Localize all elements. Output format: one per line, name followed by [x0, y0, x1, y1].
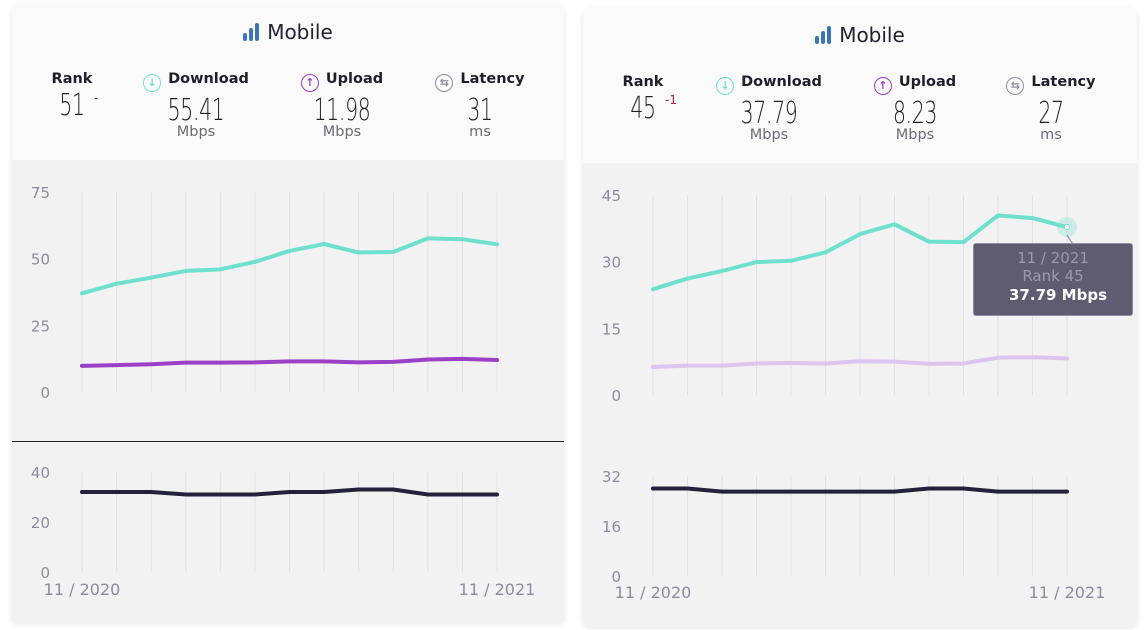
latency-arrows-icon: ⇆ — [1006, 77, 1025, 95]
panel-divider — [12, 441, 564, 442]
x-tick-label: 11 / 2020 — [44, 580, 121, 599]
upload-arrow-icon: ↑ — [873, 77, 892, 95]
card-title: Mobile — [12, 20, 564, 44]
card-title-text: Mobile — [839, 23, 905, 47]
upload-stat: ↑ Upload 11.98 Mbps — [294, 71, 390, 140]
download-label: Download — [168, 71, 249, 87]
latency-label: Latency — [460, 71, 525, 87]
signal-bars-icon — [243, 23, 261, 41]
download-stat: ↓ Download 37.79 Mbps — [713, 74, 825, 143]
x-tick-label: 11 / 2021 — [1029, 583, 1106, 602]
speed-ytick-label: 0 — [611, 387, 621, 405]
upload-label: Upload — [325, 71, 384, 87]
upload-label: Upload — [898, 74, 957, 90]
tooltip-date: 11 / 2021 — [1017, 249, 1089, 267]
download-arrow-icon: ↓ — [716, 77, 735, 95]
rank-stat: Rank 51 — [42, 71, 102, 123]
speed-latency-chart-right: 0 15 30 45 0 16 32 11 / 2020 11 / 2021 — [602, 187, 1106, 602]
card-header: Mobile Rank 45 -1 ↓ Download 37.79 Mbps ↑… — [583, 8, 1137, 163]
download-value: 37.79 — [740, 96, 798, 131]
download-stat: ↓ Download 55.41 Mbps — [140, 71, 252, 140]
card-title: Mobile — [583, 23, 1137, 47]
latency-value: 27 — [1038, 96, 1064, 131]
card-header: Mobile Rank 51 - ↓ Download 55.41 Mbps ↑ U… — [12, 5, 564, 160]
rank-label: Rank — [622, 74, 664, 90]
rank-value: 45 — [630, 91, 656, 126]
latency-arrows-icon: ⇆ — [435, 74, 454, 92]
highlight-point — [1064, 224, 1070, 231]
download-arrow-icon: ↓ — [143, 74, 162, 92]
chart-tooltip: 11 / 2021 Rank 45 37.79 Mbps — [973, 243, 1133, 316]
latency-ytick-label: 20 — [31, 514, 50, 532]
upload-stat: ↑ Upload 8.23 Mbps — [867, 74, 963, 143]
mobile-card-left: Mobile Rank 51 - ↓ Download 55.41 Mbps ↑ U… — [12, 5, 564, 623]
rank-stat: Rank 45 — [613, 74, 673, 126]
signal-bars-icon — [815, 26, 833, 44]
latency-unit: ms — [469, 124, 491, 140]
speed-ytick-label: 0 — [40, 384, 50, 402]
speed-ytick-label: 15 — [602, 320, 621, 338]
latency-ytick-label: 16 — [602, 518, 621, 536]
latency-unit: ms — [1040, 127, 1062, 143]
rank-value: 51 — [59, 88, 85, 123]
upload-series-line — [80, 356, 499, 368]
rank-delta: -1 — [665, 93, 677, 107]
download-series-line — [651, 213, 1069, 292]
speed-ytick-label: 25 — [31, 317, 50, 335]
latency-ytick-label: 32 — [602, 468, 621, 486]
tooltip-value: 37.79 Mbps — [1009, 286, 1107, 304]
latency-value: 31 — [467, 93, 493, 128]
speed-latency-chart-left: 0 25 50 75 0 20 40 11 / 2020 11 / 2021 — [31, 184, 536, 599]
download-value: 55.41 — [167, 93, 225, 128]
download-label: Download — [741, 74, 822, 90]
latency-stat: ⇆ Latency 31 ms — [430, 71, 530, 140]
speed-ytick-label: 30 — [602, 254, 621, 272]
speed-ytick-label: 75 — [31, 184, 50, 202]
speed-ytick-label: 50 — [31, 251, 50, 269]
upload-value: 8.23 — [892, 96, 938, 131]
latency-series-line — [80, 487, 499, 497]
upload-series-line — [651, 355, 1069, 369]
speed-ytick-label: 45 — [602, 187, 621, 205]
latency-label: Latency — [1031, 74, 1096, 90]
latency-stat: ⇆ Latency 27 ms — [1001, 74, 1101, 143]
upload-unit: Mbps — [895, 127, 935, 143]
upload-arrow-icon: ↑ — [300, 74, 319, 92]
latency-ytick-label: 40 — [31, 464, 50, 482]
download-unit: Mbps — [749, 127, 789, 143]
card-title-text: Mobile — [267, 20, 333, 44]
latency-ytick-label: 0 — [40, 564, 50, 582]
tooltip-rank: Rank 45 — [1022, 267, 1084, 285]
latency-ytick-label: 0 — [611, 568, 621, 586]
upload-unit: Mbps — [322, 124, 362, 140]
download-series-line — [80, 236, 499, 296]
x-tick-label: 11 / 2020 — [615, 583, 692, 602]
upload-value: 11.98 — [313, 93, 371, 128]
download-unit: Mbps — [176, 124, 216, 140]
rank-label: Rank — [51, 71, 93, 87]
latency-series-line — [651, 486, 1069, 494]
x-tick-label: 11 / 2021 — [459, 580, 536, 599]
rank-delta: - — [94, 91, 99, 105]
mobile-card-right: Mobile Rank 45 -1 ↓ Download 37.79 Mbps ↑… — [583, 8, 1137, 627]
